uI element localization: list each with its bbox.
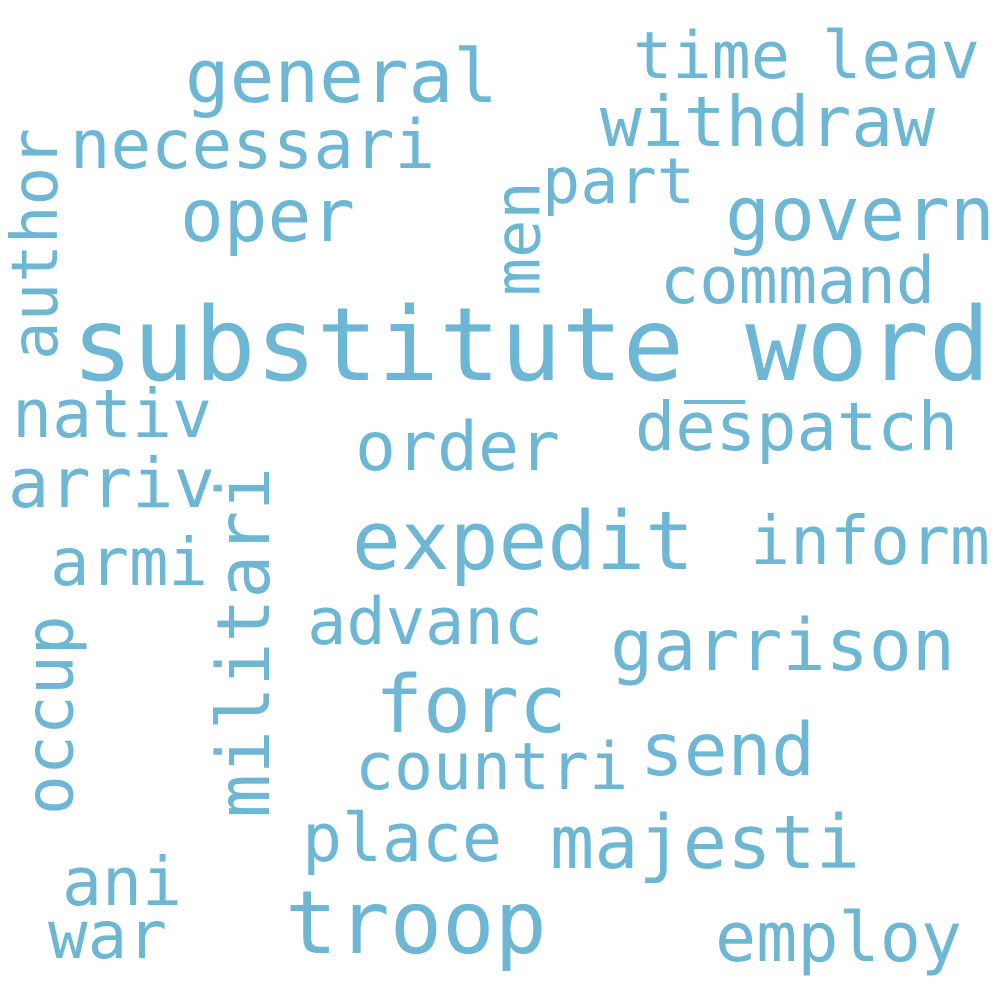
word-oper: oper: [180, 175, 356, 260]
word-militari: militari: [201, 466, 287, 818]
word-substitute-word: substitute_word: [71, 286, 991, 405]
word-occup: occup: [10, 615, 89, 815]
word-part: part: [542, 143, 695, 218]
word-despatch: despatch: [634, 388, 959, 466]
word-command: command: [659, 242, 936, 319]
word-men: men: [480, 181, 555, 297]
word-leav: leav: [822, 18, 980, 95]
word-advanc: advanc: [307, 584, 543, 661]
word-time: time: [633, 18, 790, 95]
word-arriv: arriv: [7, 443, 215, 524]
word-necessari: necessari: [69, 105, 436, 185]
word-nativ: nativ: [12, 374, 212, 453]
word-armi: armi: [50, 525, 208, 602]
word-employ: employ: [715, 899, 963, 979]
word-order: order: [355, 407, 560, 487]
word-withdraw: withdraw: [599, 81, 936, 163]
word-countri: countri: [355, 730, 629, 806]
word-author: author: [0, 128, 73, 360]
word-garrison: garrison: [610, 604, 955, 688]
word-general: general: [184, 32, 499, 120]
word-war: war: [48, 897, 168, 974]
word-place: place: [302, 799, 502, 878]
word-forc: forc: [375, 658, 567, 752]
word-expedit: expedit: [351, 495, 695, 590]
word-ani: ani: [62, 843, 182, 922]
word-majesti: majesti: [549, 800, 861, 886]
word-troop: troop: [285, 871, 547, 974]
word-govern: govern: [725, 170, 995, 258]
word-inform: inform: [750, 501, 990, 580]
word-send: send: [640, 708, 816, 793]
